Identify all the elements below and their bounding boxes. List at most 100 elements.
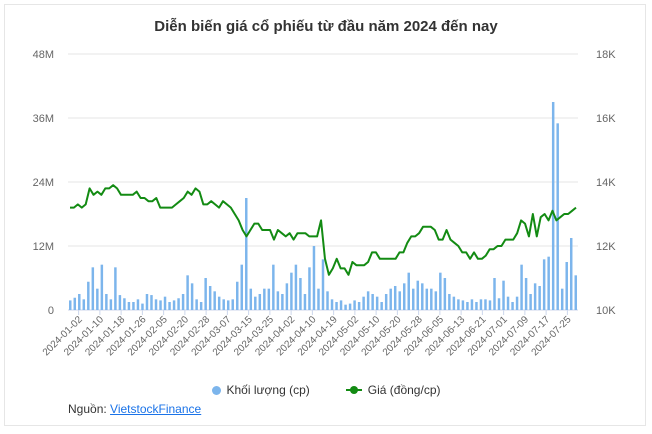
volume-bar[interactable] [389,288,392,310]
volume-bar[interactable] [339,300,343,310]
volume-bar[interactable] [226,300,230,310]
volume-bar[interactable] [69,300,72,310]
volume-bar[interactable] [263,288,266,310]
volume-bar[interactable] [172,300,176,310]
volume-bar[interactable] [475,302,478,310]
volume-bar[interactable] [439,272,442,310]
volume-bar[interactable] [204,278,207,310]
volume-bar[interactable] [506,296,510,310]
volume-bar[interactable] [542,259,546,310]
volume-bar[interactable] [560,288,564,310]
volume-bar[interactable] [141,303,144,310]
volume-bar[interactable] [348,303,352,310]
volume-bar[interactable] [285,283,289,310]
volume-bar[interactable] [403,283,406,310]
volume-bar[interactable] [412,288,415,310]
volume-bar[interactable] [303,294,307,310]
volume-bar[interactable] [190,283,194,310]
volume-bar[interactable] [515,296,519,310]
volume-bar[interactable] [556,123,559,310]
volume-bar[interactable] [321,259,325,310]
volume-bar[interactable] [497,298,501,310]
volume-bar[interactable] [335,302,338,310]
volume-bar[interactable] [425,288,429,310]
volume-bar[interactable] [330,299,334,310]
volume-bar[interactable] [366,291,370,310]
volume-bar[interactable] [493,278,496,310]
volume-bar[interactable] [452,296,456,310]
volume-bar[interactable] [407,272,410,310]
volume-bar[interactable] [127,302,131,310]
volume-bar[interactable] [375,296,379,310]
volume-bar[interactable] [511,302,514,310]
volume-bar[interactable] [502,280,505,310]
volume-bar[interactable] [312,246,316,310]
volume-bar[interactable] [484,299,487,310]
volume-bar[interactable] [118,295,122,310]
volume-bar[interactable] [222,299,225,310]
volume-bar[interactable] [123,298,126,310]
volume-bar[interactable] [177,298,180,310]
volume-bar[interactable] [299,278,302,310]
volume-bar[interactable] [565,262,568,310]
volume-bar[interactable] [430,288,433,310]
volume-bar[interactable] [208,286,212,310]
volume-bar[interactable] [416,280,420,310]
volume-bar[interactable] [168,302,171,310]
volume-bar[interactable] [109,299,113,310]
volume-bar[interactable] [384,294,388,310]
volume-bar[interactable] [479,299,483,310]
volume-bar[interactable] [551,102,555,310]
volume-bar[interactable] [199,302,203,310]
volume-bar[interactable] [294,264,298,310]
volume-bar[interactable] [448,294,451,310]
volume-bars[interactable] [69,102,577,310]
volume-bar[interactable] [258,294,262,310]
volume-bar[interactable] [245,198,248,310]
volume-bar[interactable] [249,288,253,310]
volume-bar[interactable] [434,291,438,310]
volume-bar[interactable] [267,288,271,310]
volume-bar[interactable] [281,294,284,310]
volume-bar[interactable] [353,300,356,310]
volume-bar[interactable] [195,299,198,310]
volume-bar[interactable] [488,300,492,310]
volume-bar[interactable] [73,297,77,310]
volume-bar[interactable] [217,296,221,310]
price-line[interactable] [70,184,577,276]
volume-bar[interactable] [181,294,185,310]
volume-bar[interactable] [470,299,474,310]
volume-bar[interactable] [145,294,149,310]
volume-bar[interactable] [574,275,577,310]
volume-bar[interactable] [461,300,465,310]
volume-bar[interactable] [344,304,347,310]
volume-bar[interactable] [213,291,216,310]
volume-bar[interactable] [421,283,424,310]
volume-bar[interactable] [524,278,528,310]
volume-bar[interactable] [231,299,234,310]
volume-bar[interactable] [326,291,329,310]
volume-bar[interactable] [105,294,108,310]
volume-bar[interactable] [466,302,469,310]
volume-bar[interactable] [443,278,447,310]
volume-bar[interactable] [91,267,95,310]
volume-bar[interactable] [393,286,397,310]
volume-bar[interactable] [87,281,90,310]
volume-bar[interactable] [114,267,117,310]
volume-bar[interactable] [276,291,280,310]
volume-bar[interactable] [569,238,573,310]
volume-bar[interactable] [362,296,365,310]
volume-bar[interactable] [308,267,311,310]
volume-bar[interactable] [136,299,140,310]
volume-bar[interactable] [520,264,523,310]
volume-bar[interactable] [533,283,537,310]
volume-bar[interactable] [96,288,99,310]
volume-bar[interactable] [154,299,158,310]
volume-bar[interactable] [529,294,532,310]
volume-bar[interactable] [317,288,320,310]
volume-bar[interactable] [240,264,243,310]
volume-bar[interactable] [457,299,460,310]
volume-bar[interactable] [357,302,361,310]
volume-bar[interactable] [371,294,374,310]
volume-bar[interactable] [538,286,541,310]
